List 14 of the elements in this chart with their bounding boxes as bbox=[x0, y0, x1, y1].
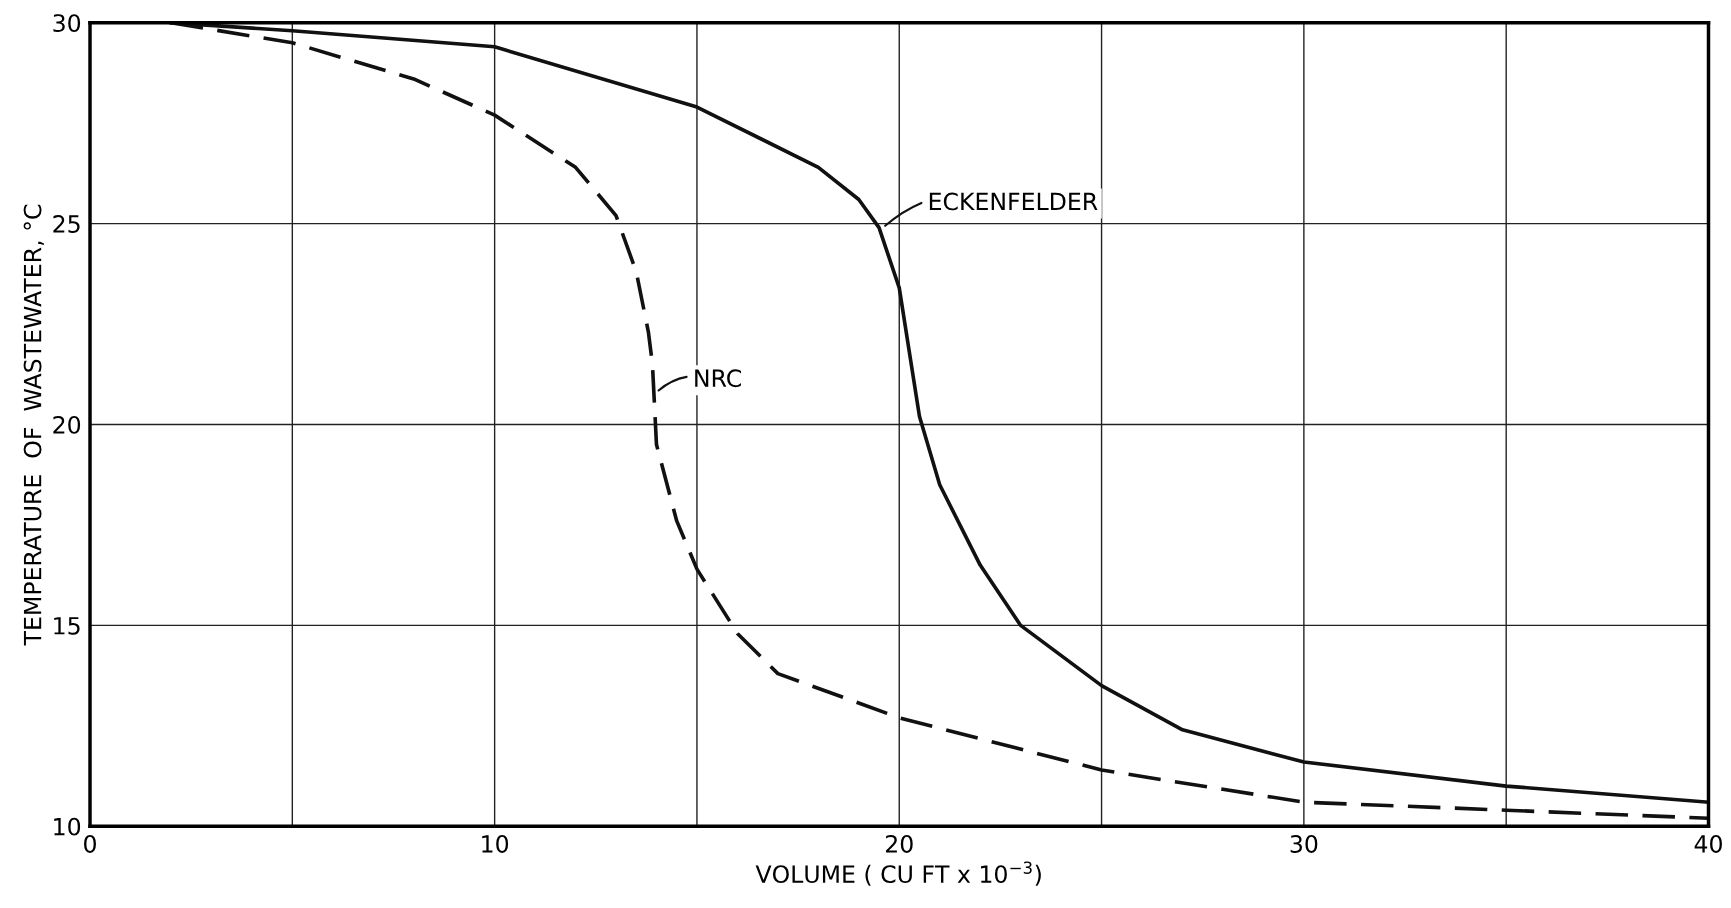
x-tick-label: 30 bbox=[1290, 835, 1318, 853]
y-axis-title: TEMPERATURE OF WASTEWATER, °C bbox=[23, 204, 44, 646]
x-axis-title: VOLUME ( CU FT x 10$^{−3}$) bbox=[755, 861, 1041, 886]
y-tick-label: 30 bbox=[53, 14, 81, 33]
annotation: ECKENFELDER bbox=[929, 192, 1098, 211]
x-tick-label: 20 bbox=[885, 835, 913, 853]
y-tick-label: 10 bbox=[54, 817, 81, 836]
x-tick-label: 0 bbox=[84, 835, 96, 853]
annotation: NRC bbox=[695, 369, 741, 388]
x-tick-label: 40 bbox=[1694, 835, 1722, 853]
y-tick-label: 15 bbox=[54, 617, 80, 635]
y-tick-label: 20 bbox=[53, 415, 81, 434]
x-tick-label: 10 bbox=[482, 835, 509, 853]
y-tick-label: 25 bbox=[53, 215, 80, 233]
